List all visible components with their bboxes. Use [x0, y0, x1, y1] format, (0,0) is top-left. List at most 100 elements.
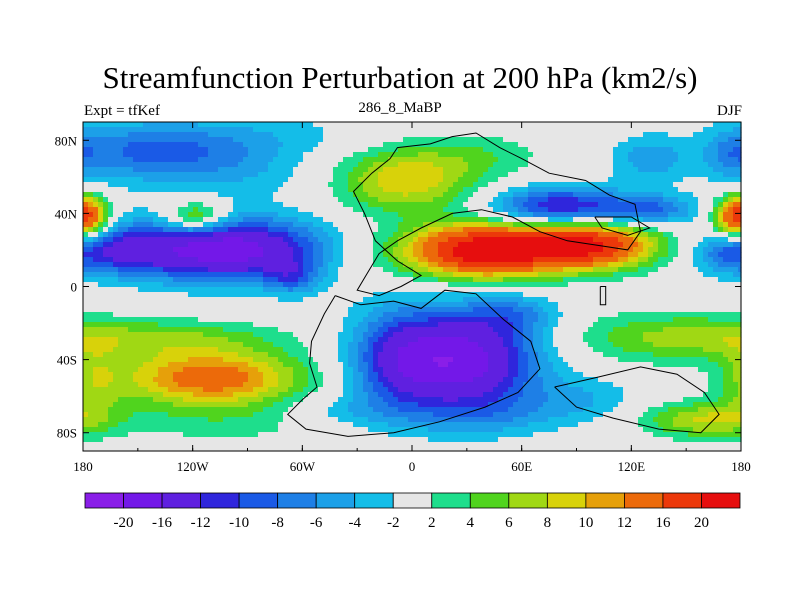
field-cell — [603, 412, 644, 418]
field-cell — [398, 352, 489, 358]
field-cell — [638, 237, 649, 243]
field-cell — [513, 382, 524, 388]
colorbar-swatch — [585, 492, 625, 509]
streamfunction-field — [83, 122, 742, 452]
colorbar-swatch — [662, 492, 702, 509]
field-cell — [413, 242, 424, 248]
field-cell — [338, 352, 349, 358]
field-cell — [163, 347, 219, 353]
field-cell — [193, 207, 199, 213]
field-cell — [288, 227, 309, 233]
field-cell — [313, 122, 714, 128]
field-cell — [488, 367, 509, 373]
field-cell — [88, 207, 99, 213]
field-cell — [653, 262, 669, 268]
field-cell — [718, 262, 742, 268]
field-cell — [83, 147, 94, 153]
field-cell — [453, 247, 604, 253]
field-cell — [408, 417, 514, 423]
field-cell — [598, 377, 709, 383]
field-cell — [518, 397, 549, 403]
field-cell — [278, 372, 294, 378]
field-cell — [628, 152, 679, 158]
field-cell — [518, 142, 619, 148]
field-cell — [523, 387, 544, 393]
field-cell — [373, 162, 399, 168]
field-cell — [723, 337, 742, 343]
field-cell — [393, 262, 404, 268]
colorbar-label: -4 — [348, 515, 361, 531]
field-cell — [713, 227, 719, 233]
field-cell — [103, 242, 114, 248]
field-cell — [423, 252, 439, 258]
field-cell — [293, 372, 309, 378]
field-cell — [718, 147, 734, 153]
field-cell — [378, 317, 394, 323]
field-cell — [228, 212, 239, 218]
field-cell — [563, 277, 624, 283]
field-cell — [548, 352, 559, 358]
field-cell — [218, 192, 274, 198]
colorbar: -20 -16 -12 -10 -8 -6 -4 -2 2 4 6 8 10 12 16 20 — [84, 492, 741, 531]
field-cell — [168, 217, 184, 223]
field-cell — [373, 262, 394, 268]
field-cell — [573, 367, 699, 373]
field-cell — [268, 362, 284, 368]
field-cell — [318, 362, 344, 368]
field-cell — [238, 212, 279, 218]
field-cell — [373, 387, 389, 393]
field-cell — [288, 242, 299, 248]
field-cell — [213, 212, 229, 218]
field-cell — [703, 152, 719, 158]
field-cell — [693, 417, 742, 423]
field-cell — [213, 207, 234, 213]
field-cell — [208, 152, 249, 158]
field-cell — [698, 242, 709, 248]
field-cell — [718, 212, 724, 218]
field-cell — [708, 317, 742, 323]
field-cell — [523, 382, 544, 388]
field-cell — [578, 207, 664, 213]
field-cell — [283, 397, 304, 403]
field-cell — [343, 247, 374, 253]
field-cell — [193, 392, 234, 398]
field-cell — [293, 377, 309, 383]
field-cell — [418, 232, 429, 238]
field-cell — [393, 317, 429, 323]
field-cell — [83, 422, 99, 428]
field-cell — [378, 152, 419, 158]
field-cell — [398, 307, 474, 313]
field-cell — [678, 412, 709, 418]
colorbar-label: 12 — [617, 515, 632, 531]
field-cell — [363, 352, 374, 358]
field-cell — [443, 192, 459, 198]
field-cell — [83, 272, 119, 278]
field-cell — [713, 197, 724, 203]
field-cell — [713, 247, 724, 253]
field-cell — [653, 362, 719, 368]
field-cell — [528, 207, 549, 213]
field-cell — [348, 312, 369, 318]
field-cell — [478, 342, 504, 348]
field-cell — [418, 262, 429, 268]
field-cell — [503, 377, 514, 383]
field-cell — [283, 202, 344, 208]
field-cell — [373, 292, 524, 298]
field-cell — [268, 352, 289, 358]
colorbar-swatch — [238, 492, 279, 509]
field-cell — [363, 357, 374, 363]
field-cell — [303, 267, 314, 273]
field-cell — [563, 377, 599, 383]
field-cell — [298, 207, 354, 213]
field-cell — [253, 332, 294, 338]
field-cell — [353, 207, 384, 213]
field-cell — [223, 237, 244, 243]
field-cell — [443, 397, 459, 403]
field-cell — [203, 202, 234, 208]
field-cell — [283, 272, 289, 278]
field-cell — [343, 262, 374, 268]
field-cell — [308, 227, 324, 233]
field-cell — [163, 282, 264, 288]
field-cell — [693, 132, 719, 138]
field-cell — [388, 402, 419, 408]
